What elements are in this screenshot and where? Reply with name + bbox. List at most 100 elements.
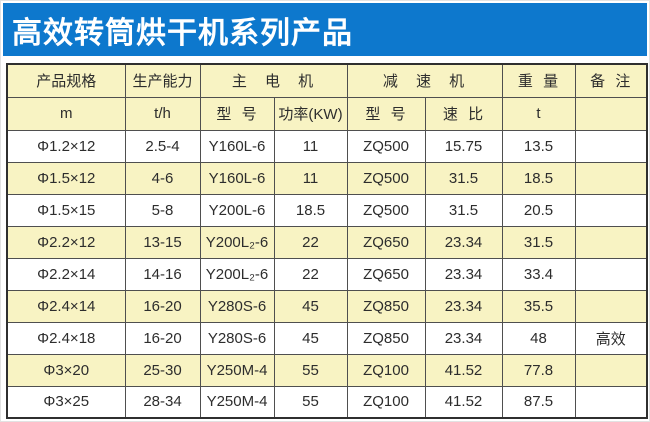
- cell-weight: 13.5: [501, 129, 576, 163]
- cell-motor-model: Y160L-6: [199, 161, 275, 195]
- table-row: Φ3×25 28-34 Y250M-4 55 ZQ100 41.52 87.5: [6, 385, 648, 419]
- cell-capacity: 25-30: [124, 353, 201, 387]
- cell-speed-ratio: 31.5: [424, 161, 503, 195]
- cell-spec: Φ3×25: [6, 385, 126, 419]
- product-banner: 高效转筒烘干机系列产品: [3, 3, 647, 56]
- cell-weight: 20.5: [501, 193, 576, 227]
- cell-motor-model: Y280S-6: [199, 321, 275, 355]
- cell-reducer-model: ZQ500: [346, 193, 426, 227]
- cell-motor-model: Y250M-4: [199, 385, 275, 419]
- subheader-remarks-empty: [574, 96, 648, 131]
- cell-capacity: 16-20: [124, 289, 201, 323]
- subheader-speed-ratio: 速 比: [424, 96, 503, 131]
- cell-spec: Φ2.4×14: [6, 289, 126, 323]
- table-row: Φ2.2×12 13-15 Y200L₂-6 22 ZQ650 23.34 31…: [6, 225, 648, 259]
- cell-note: [574, 289, 648, 323]
- cell-note: [574, 193, 648, 227]
- cell-spec: Φ2.2×12: [6, 225, 126, 259]
- subheader-motor-power: 功率(KW): [273, 96, 348, 131]
- cell-motor-model: Y160L-6: [199, 129, 275, 163]
- cell-capacity: 2.5-4: [124, 129, 201, 163]
- cell-note: [574, 257, 648, 291]
- cell-note: [574, 129, 648, 163]
- cell-capacity: 14-16: [124, 257, 201, 291]
- cell-motor-model: Y200L₂-6: [199, 257, 275, 291]
- subheader-unit-m: m: [6, 96, 126, 131]
- header-remarks: 备 注: [574, 63, 648, 98]
- cell-speed-ratio: 23.34: [424, 257, 503, 291]
- subheader-motor-model: 型 号: [199, 96, 275, 131]
- cell-capacity: 4-6: [124, 161, 201, 195]
- page-title: 高效转筒烘干机系列产品: [12, 16, 353, 50]
- cell-reducer-model: ZQ100: [346, 353, 426, 387]
- table-header: 产品规格 生产能力 主 电 机 减 速 机 重 量 备 注 m t/h 型 号 …: [6, 63, 648, 131]
- cell-note: [574, 385, 648, 419]
- product-spec-table: 产品规格 生产能力 主 电 机 减 速 机 重 量 备 注 m t/h 型 号 …: [6, 63, 648, 419]
- cell-note: [574, 161, 648, 195]
- cell-motor-power: 22: [273, 225, 348, 259]
- cell-spec: Φ1.2×12: [6, 129, 126, 163]
- cell-motor-power: 18.5: [273, 193, 348, 227]
- cell-capacity: 28-34: [124, 385, 201, 419]
- cell-weight: 87.5: [501, 385, 576, 419]
- cell-motor-power: 11: [273, 161, 348, 195]
- cell-motor-model: Y200L₂-6: [199, 225, 275, 259]
- cell-speed-ratio: 41.52: [424, 353, 503, 387]
- table-row: Φ2.2×14 14-16 Y200L₂-6 22 ZQ650 23.34 33…: [6, 257, 648, 291]
- cell-weight: 35.5: [501, 289, 576, 323]
- subheader-reducer-model: 型 号: [346, 96, 426, 131]
- cell-note: [574, 353, 648, 387]
- cell-capacity: 5-8: [124, 193, 201, 227]
- cell-motor-power: 22: [273, 257, 348, 291]
- cell-motor-power: 45: [273, 289, 348, 323]
- cell-speed-ratio: 23.34: [424, 321, 503, 355]
- cell-motor-power: 55: [273, 353, 348, 387]
- cell-speed-ratio: 41.52: [424, 385, 503, 419]
- cell-motor-power: 11: [273, 129, 348, 163]
- cell-spec: Φ3×20: [6, 353, 126, 387]
- table-body: Φ1.2×12 2.5-4 Y160L-6 11 ZQ500 15.75 13.…: [6, 129, 648, 419]
- cell-note: 高效: [574, 321, 648, 355]
- cell-motor-power: 55: [273, 385, 348, 419]
- cell-reducer-model: ZQ500: [346, 129, 426, 163]
- cell-weight: 18.5: [501, 161, 576, 195]
- cell-weight: 31.5: [501, 225, 576, 259]
- header-weight: 重 量: [501, 63, 576, 98]
- table-row: Φ1.2×12 2.5-4 Y160L-6 11 ZQ500 15.75 13.…: [6, 129, 648, 163]
- cell-note: [574, 225, 648, 259]
- table-row: Φ2.4×14 16-20 Y280S-6 45 ZQ850 23.34 35.…: [6, 289, 648, 323]
- cell-spec: Φ1.5×12: [6, 161, 126, 195]
- table-row: Φ3×20 25-30 Y250M-4 55 ZQ100 41.52 77.8: [6, 353, 648, 387]
- table-row: Φ1.5×15 5-8 Y200L-6 18.5 ZQ500 31.5 20.5: [6, 193, 648, 227]
- cell-spec: Φ2.2×14: [6, 257, 126, 291]
- subheader-unit-th: t/h: [124, 96, 201, 131]
- cell-reducer-model: ZQ500: [346, 161, 426, 195]
- cell-motor-model: Y280S-6: [199, 289, 275, 323]
- cell-weight: 77.8: [501, 353, 576, 387]
- cell-speed-ratio: 23.34: [424, 225, 503, 259]
- cell-reducer-model: ZQ100: [346, 385, 426, 419]
- cell-speed-ratio: 15.75: [424, 129, 503, 163]
- cell-speed-ratio: 31.5: [424, 193, 503, 227]
- cell-weight: 33.4: [501, 257, 576, 291]
- header-sub-row: m t/h 型 号 功率(KW) 型 号 速 比 t: [6, 96, 648, 131]
- header-group-row: 产品规格 生产能力 主 电 机 减 速 机 重 量 备 注: [6, 63, 648, 98]
- header-product-spec: 产品规格: [6, 63, 126, 98]
- header-reducer: 减 速 机: [346, 63, 503, 98]
- table-row: Φ1.5×12 4-6 Y160L-6 11 ZQ500 31.5 18.5: [6, 161, 648, 195]
- cell-spec: Φ2.4×18: [6, 321, 126, 355]
- header-capacity: 生产能力: [124, 63, 201, 98]
- cell-capacity: 16-20: [124, 321, 201, 355]
- cell-weight: 48: [501, 321, 576, 355]
- cell-capacity: 13-15: [124, 225, 201, 259]
- cell-speed-ratio: 23.34: [424, 289, 503, 323]
- cell-reducer-model: ZQ650: [346, 257, 426, 291]
- cell-reducer-model: ZQ850: [346, 321, 426, 355]
- cell-reducer-model: ZQ650: [346, 225, 426, 259]
- cell-reducer-model: ZQ850: [346, 289, 426, 323]
- cell-motor-model: Y250M-4: [199, 353, 275, 387]
- cell-spec: Φ1.5×15: [6, 193, 126, 227]
- cell-motor-model: Y200L-6: [199, 193, 275, 227]
- subheader-unit-t: t: [501, 96, 576, 131]
